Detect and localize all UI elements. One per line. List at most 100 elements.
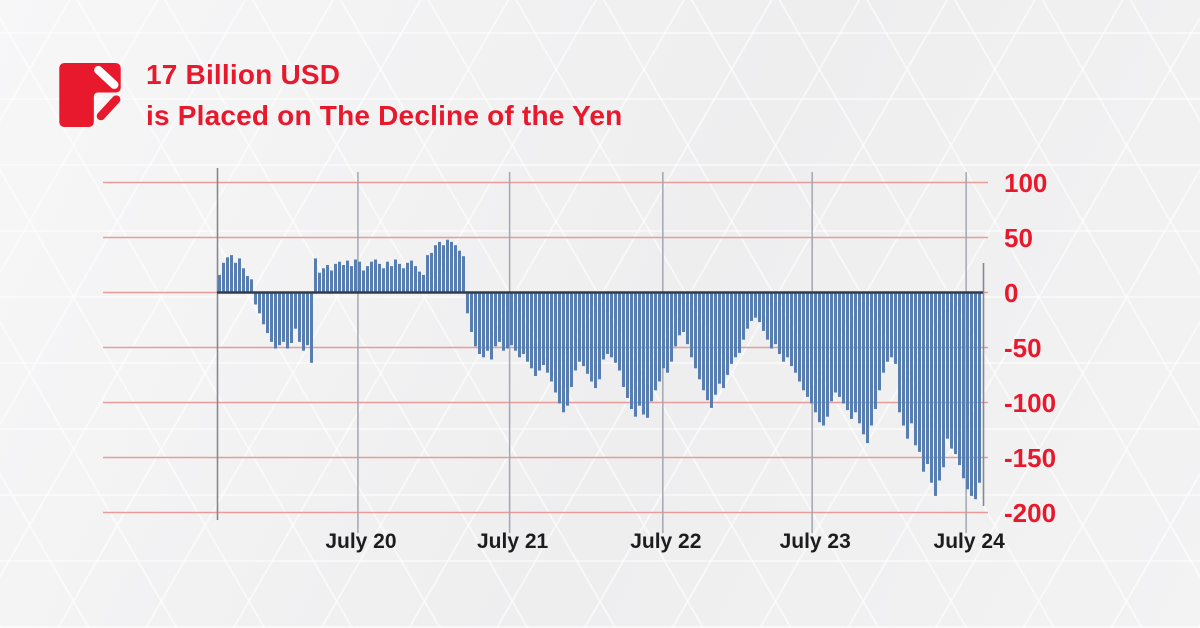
bar: [478, 293, 481, 354]
bar: [410, 260, 413, 293]
bar: [258, 293, 261, 314]
bar: [434, 245, 437, 293]
finbold-logo-icon: [59, 63, 121, 127]
y-tick-label--200: -200: [1004, 498, 1056, 528]
bar: [830, 293, 833, 402]
bar: [454, 245, 457, 293]
y-axis-labels: 100 50 0 -50 -100 -150 -200: [1004, 168, 1056, 528]
bar: [766, 293, 769, 340]
bar: [278, 293, 281, 346]
bar: [446, 239, 449, 293]
bar: [826, 293, 829, 417]
bar: [262, 293, 265, 325]
bar: [906, 293, 909, 439]
bar: [946, 293, 949, 439]
bar: [834, 293, 837, 393]
bar: [786, 293, 789, 358]
bar: [486, 293, 489, 351]
bar: [314, 258, 317, 293]
bar: [366, 266, 369, 293]
bar: [218, 274, 221, 293]
bar: [502, 293, 505, 351]
bar: [374, 259, 377, 293]
x-tick-label-july-24: July 24: [934, 530, 1006, 553]
x-tick-label-july-23: July 23: [780, 530, 851, 553]
bar: [950, 293, 953, 449]
bar: [558, 293, 561, 404]
bar: [406, 262, 409, 293]
bar: [514, 293, 517, 351]
bar: [654, 293, 657, 391]
bar: [346, 260, 349, 293]
bar: [270, 293, 273, 342]
bar: [926, 293, 929, 464]
bar: [266, 293, 269, 334]
bar: [426, 255, 429, 293]
bar: [686, 293, 689, 345]
bar: [706, 293, 709, 401]
bar: [310, 293, 313, 363]
bar: [618, 293, 621, 371]
bar: [966, 293, 969, 490]
bar: [862, 293, 865, 435]
y-tick-label-100: 100: [1004, 168, 1047, 198]
bar: [630, 293, 633, 409]
bar: [626, 293, 629, 398]
bar: [718, 293, 721, 384]
x-axis-labels: July 20 July 21 July 22 July 23 July 24: [325, 530, 1005, 553]
bar: [850, 293, 853, 419]
bar: [938, 293, 941, 481]
x-tick-label-july-22: July 22: [630, 530, 701, 553]
bar: [402, 268, 405, 293]
bar: [726, 293, 729, 375]
bar: [838, 293, 841, 397]
bar: [282, 293, 285, 342]
bar: [778, 293, 781, 354]
bar: [610, 293, 613, 358]
bar: [842, 293, 845, 404]
bar: [894, 293, 897, 364]
bar: [806, 293, 809, 397]
bar: [274, 293, 277, 349]
bar: [622, 293, 625, 387]
bar: [866, 293, 869, 444]
bar: [710, 293, 713, 408]
bar: [546, 293, 549, 373]
bar: [774, 293, 777, 345]
bar: [714, 293, 717, 395]
x-tick-label-july-20: July 20: [325, 530, 396, 553]
bar: [306, 293, 309, 346]
bar: [594, 293, 597, 389]
bar: [506, 293, 509, 349]
bar: [530, 293, 533, 369]
bar: [730, 293, 733, 364]
bar: [398, 263, 401, 293]
bar: [918, 293, 921, 452]
bar: [734, 293, 737, 358]
bar: [930, 293, 933, 483]
bar: [978, 293, 981, 483]
bar: [702, 293, 705, 391]
bar: [638, 293, 641, 406]
bar: [962, 293, 965, 479]
bar: [510, 293, 513, 346]
bar: [498, 293, 501, 342]
bar: [226, 257, 229, 293]
bar: [526, 293, 529, 362]
bar: [910, 293, 913, 424]
bar: [574, 293, 577, 371]
bar: [294, 293, 297, 329]
bar: [538, 293, 541, 371]
bar: [542, 293, 545, 365]
bar: [634, 293, 637, 417]
bar: [874, 293, 877, 409]
bar: [330, 270, 333, 293]
bar: [742, 293, 745, 340]
bar: [318, 272, 321, 293]
y-tick-label--50: -50: [1004, 333, 1042, 363]
bar: [422, 274, 425, 293]
bar: [534, 293, 537, 376]
bar: [666, 293, 669, 373]
bar: [490, 293, 493, 360]
bar: [362, 270, 365, 293]
